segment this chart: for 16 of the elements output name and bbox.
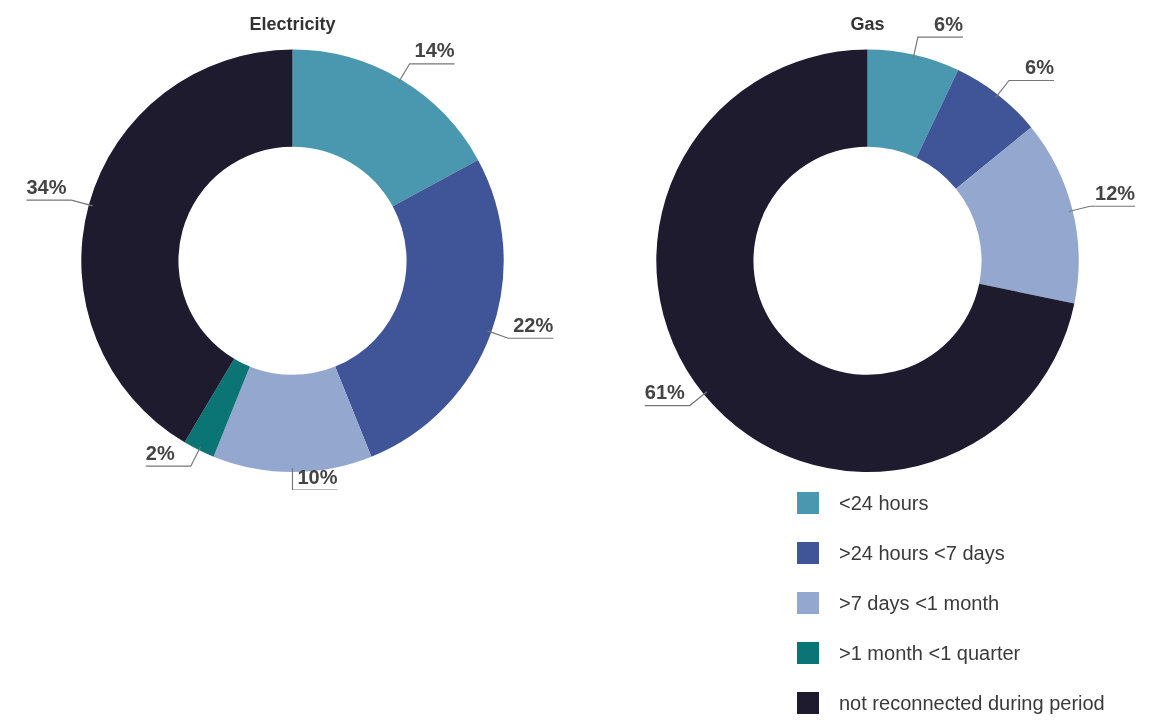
data-label: 14% [414,39,455,62]
legend-label: not reconnected during period [839,691,1105,715]
legend-label: <24 hours [839,491,929,515]
data-label: 6% [1025,55,1055,78]
data-label: 10% [297,465,338,488]
data-label: 2% [145,441,175,464]
data-label: 61% [644,381,686,404]
data-label: 22% [513,313,554,336]
chart-title: Gas [850,13,885,34]
data-label: 12% [1095,181,1136,204]
legend-label: >1 month <1 quarter [839,641,1021,665]
legend-label: >24 hours <7 days [839,541,1005,565]
data-label: 6% [934,12,964,35]
chart-title: Electricity [249,13,336,34]
legend-label: >7 days <1 month [839,591,1000,615]
data-label: 34% [26,175,67,198]
